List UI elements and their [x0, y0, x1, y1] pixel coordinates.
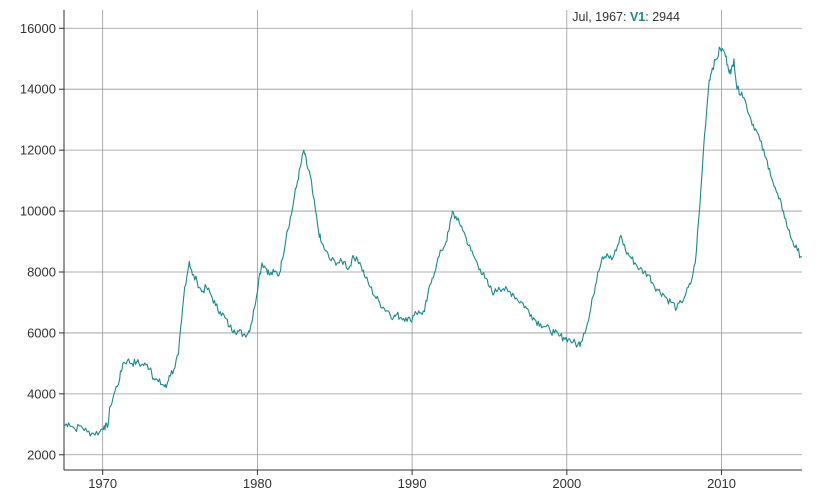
y-tick-label: 8000	[27, 264, 56, 279]
y-tick-label: 10000	[20, 204, 56, 219]
tick-labels: 2000 4000 6000 8000 10000 12000 14000 16000 1970…	[20, 21, 736, 491]
axes	[63, 10, 802, 471]
y-tick-label: 12000	[20, 143, 56, 158]
y-tick-label: 4000	[27, 386, 56, 401]
x-tick-label: 1980	[243, 476, 272, 491]
x-tick-label: 1970	[88, 476, 117, 491]
legend-separator: :	[623, 10, 630, 24]
legend-colon: :	[645, 10, 652, 24]
x-tick-label: 2010	[707, 476, 736, 491]
y-tick-label: 16000	[20, 21, 56, 36]
x-tick-label: 2000	[552, 476, 581, 491]
x-tick-label: 1990	[398, 476, 427, 491]
grid	[59, 10, 802, 475]
series-line-v1	[63, 46, 803, 437]
legend-date: Jul, 1967	[572, 10, 623, 24]
y-tick-label: 6000	[27, 325, 56, 340]
legend-readout: Jul, 1967: V1: 2944	[572, 10, 680, 24]
y-tick-label: 14000	[20, 82, 56, 97]
legend-value: 2944	[652, 10, 680, 24]
series-layer	[63, 46, 803, 437]
y-tick-label: 2000	[27, 447, 56, 462]
legend-series-name: V1	[630, 10, 645, 24]
